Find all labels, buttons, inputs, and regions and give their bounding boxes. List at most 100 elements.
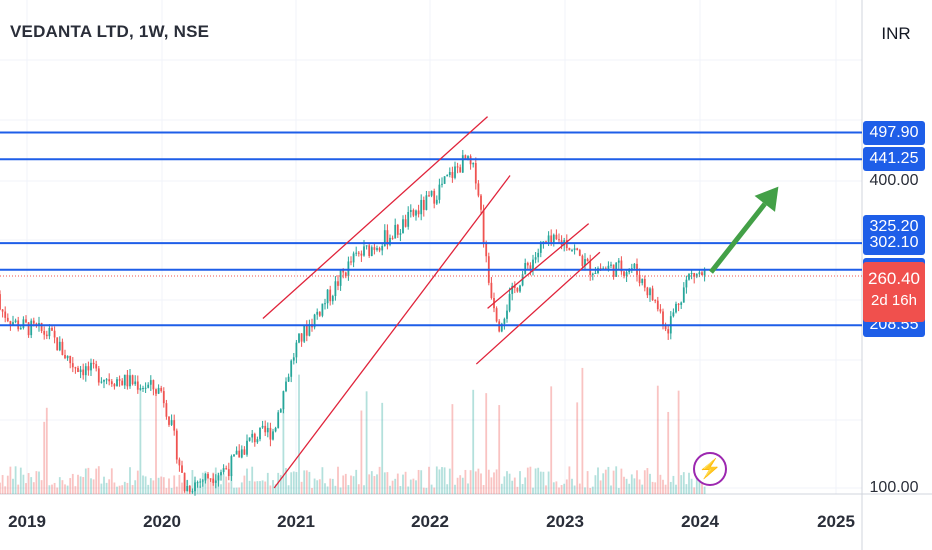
volume-bar: [74, 486, 77, 494]
volume-bar: [1, 475, 4, 494]
candle-body: [222, 468, 225, 473]
candle-body: [321, 303, 324, 316]
channel-2-lower-line[interactable]: [475, 251, 601, 365]
projection-arrow-shaft[interactable]: [709, 202, 767, 274]
volume-bar: [53, 482, 56, 494]
candle-body: [22, 319, 25, 328]
candle-body: [474, 163, 477, 184]
candle-body: [56, 337, 59, 351]
channel-1-upper-line[interactable]: [262, 116, 489, 319]
candle-body: [376, 248, 378, 250]
candle-body: [285, 381, 287, 392]
candle-body: [118, 379, 121, 381]
volume-bar: [282, 393, 285, 494]
currency-button[interactable]: INR: [881, 24, 911, 43]
volume-bar: [238, 487, 241, 494]
volume-bar: [568, 466, 571, 494]
candle-body: [233, 454, 235, 457]
volume-bar: [443, 467, 446, 494]
candle-body: [539, 243, 542, 253]
candle-body: [550, 235, 553, 243]
candle-body: [243, 449, 246, 455]
time-axis-label: 2020: [143, 512, 181, 531]
volume-bar: [571, 478, 573, 494]
volume-bar: [363, 485, 365, 494]
candle-body: [381, 245, 384, 251]
time-axis-label: 2022: [411, 512, 449, 531]
volume-bar: [225, 476, 228, 494]
volume-bar: [560, 485, 563, 494]
volume-bar: [295, 472, 298, 494]
candle-body: [524, 262, 527, 275]
candle-body: [454, 166, 456, 178]
candle-body: [261, 425, 264, 428]
volume-bar: [313, 478, 316, 494]
candle-body: [272, 431, 274, 440]
candle-body: [264, 425, 267, 433]
candle-body: [194, 482, 196, 492]
candle-body: [480, 195, 482, 210]
candle-body: [368, 245, 371, 256]
volume-bar: [272, 480, 274, 494]
volume-bar: [14, 466, 17, 494]
volume-bar: [337, 466, 339, 494]
volume-bar: [662, 479, 664, 494]
volume-bar: [651, 481, 654, 494]
candle-body: [123, 374, 126, 386]
volume-bar: [599, 480, 602, 494]
projection-arrow-head[interactable]: [754, 186, 779, 212]
volume-bar: [526, 467, 529, 494]
volume-bar: [103, 476, 105, 494]
candle-body: [27, 322, 30, 336]
candle-body: [259, 427, 261, 440]
candle-body: [303, 325, 306, 342]
volume-bar: [350, 475, 352, 494]
volume-bar: [404, 471, 407, 494]
candle-body: [295, 342, 298, 358]
candle-body: [1, 309, 4, 312]
candle-body: [425, 195, 428, 210]
volume-bar: [48, 485, 51, 494]
candle-body: [399, 233, 402, 235]
price-tick-label: 400.00: [869, 172, 919, 189]
candle-body: [620, 260, 623, 272]
volume-bar: [407, 486, 410, 494]
volume-bar: [162, 477, 165, 494]
candle-body: [568, 247, 571, 251]
candle-body: [373, 247, 376, 250]
volume-bar: [378, 466, 381, 494]
candle-body: [643, 278, 646, 288]
candle-body: [446, 174, 449, 177]
lightning-bolt-icon[interactable]: ⚡: [693, 452, 727, 486]
candle-body: [305, 325, 308, 336]
volume-bar: [490, 477, 493, 494]
volume-bar: [493, 472, 495, 494]
candle-body: [162, 391, 165, 404]
candle-body: [196, 482, 199, 484]
volume-bar: [464, 469, 467, 494]
volume-bar: [480, 473, 482, 494]
volume-bar: [630, 474, 633, 494]
volume-bar: [181, 482, 183, 494]
volume-bar: [168, 478, 170, 494]
volume-bar: [139, 388, 142, 494]
candle-body: [659, 309, 662, 312]
time-axis-label: 2019: [8, 512, 46, 531]
channel-1-lower-line[interactable]: [273, 175, 511, 489]
candle-body: [40, 322, 43, 331]
candle-body: [472, 163, 475, 165]
candle-body: [558, 239, 560, 241]
candle-body: [71, 363, 74, 368]
volume-bar: [672, 475, 675, 494]
volume-bar: [285, 467, 287, 494]
channel-2-upper-line[interactable]: [487, 223, 590, 309]
candle-body: [269, 427, 272, 440]
candle-body: [212, 478, 215, 483]
candle-body: [318, 311, 321, 316]
volume-bar: [422, 487, 425, 494]
volume-bar: [152, 480, 155, 494]
candle-body: [100, 381, 103, 383]
volume-bar: [607, 466, 610, 494]
volume-bar: [381, 402, 384, 494]
